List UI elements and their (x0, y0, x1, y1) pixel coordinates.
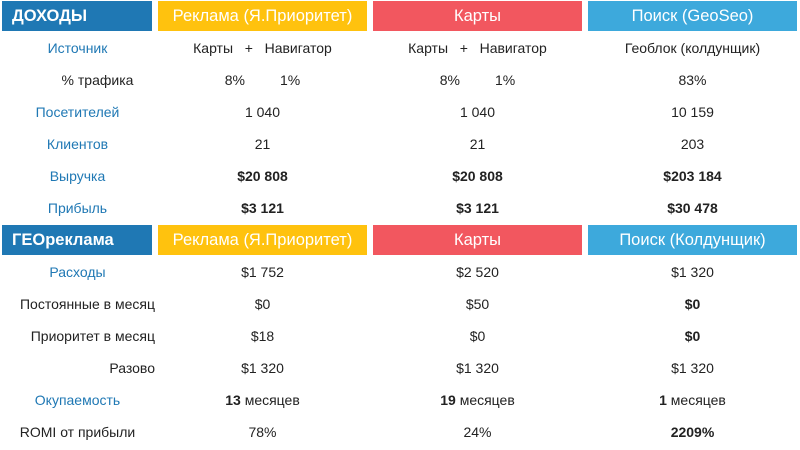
monthly-fixed-col2: $50 (465, 296, 490, 312)
income-title: ДОХОДЫ (2, 1, 152, 31)
payback-col1-unit: месяцев (244, 392, 300, 408)
source-row: Источник Карты + Навигатор Карты + Навиг… (0, 32, 800, 64)
one-time-label: Разово (109, 360, 155, 376)
traffic-col1-b: 1% (280, 72, 301, 88)
revenue-col1: $20 808 (237, 168, 288, 184)
profit-col2: $3 121 (456, 200, 499, 216)
payback-col3: 1 месяцев (585, 384, 800, 416)
revenue-row: Выручка $20 808 $20 808 $203 184 (0, 160, 800, 192)
priority-monthly-row: Приоритет в месяц $18 $0 $0 (0, 320, 800, 352)
payback-col3-unit: месяцев (670, 392, 726, 408)
traffic-col2: 8% 1% (370, 64, 585, 96)
romi-label: ROMI от прибыли (19, 424, 136, 440)
monthly-fixed-col3: $0 (684, 296, 701, 312)
traffic-col3: 83% (678, 72, 707, 88)
payback-label: Окупаемость (34, 392, 121, 408)
expenses-col2: $2 520 (456, 264, 499, 280)
payback-col1: 13 месяцев (155, 384, 370, 416)
expenses-label: Расходы (49, 264, 106, 280)
one-time-col2: $1 320 (456, 360, 499, 376)
traffic-label: % трафика (61, 72, 134, 88)
income-col-maps-header: Карты (373, 1, 582, 31)
source-label: Источник (47, 40, 108, 56)
geo-col-search-header: Поиск (Колдунщик) (588, 225, 797, 255)
traffic-row: % трафика 8% 1% 8% 1% 83% (0, 64, 800, 96)
expenses-row: Расходы $1 752 $2 520 $1 320 (0, 256, 800, 288)
payback-col1-number: 13 (225, 392, 241, 408)
payback-col2: 19 месяцев (370, 384, 585, 416)
monthly-fixed-row: Постоянные в месяц $0 $50 $0 (0, 288, 800, 320)
revenue-label: Выручка (49, 168, 106, 184)
clients-col1: 21 (254, 136, 271, 152)
geo-col-ads-header: Реклама (Я.Приоритет) (158, 225, 367, 255)
clients-label: Клиентов (46, 136, 109, 152)
clients-row: Клиентов 21 21 203 (0, 128, 800, 160)
priority-monthly-col3: $0 (684, 328, 701, 344)
one-time-col1: $1 320 (241, 360, 284, 376)
source-col2-plus: + (459, 40, 468, 56)
priority-monthly-label: Приоритет в месяц (30, 328, 155, 344)
source-col2: Карты + Навигатор (370, 32, 585, 64)
source-col1-b: Навигатор (264, 40, 332, 56)
expenses-col1: $1 752 (241, 264, 284, 280)
source-col1-a: Карты (193, 40, 234, 56)
profit-label: Прибыль (47, 200, 108, 216)
profit-col1: $3 121 (241, 200, 284, 216)
income-header-row: ДОХОДЫ Реклама (Я.Приоритет) Карты Поиск… (0, 0, 800, 32)
source-col3: Геоблок (колдунщик) (624, 40, 761, 56)
visitors-col3: 10 159 (671, 104, 714, 120)
visitors-col1: 1 040 (244, 104, 281, 120)
monthly-fixed-col1: $0 (254, 296, 271, 312)
visitors-row: Посетителей 1 040 1 040 10 159 (0, 96, 800, 128)
clients-col2: 21 (469, 136, 486, 152)
payback-row: Окупаемость 13 месяцев 19 месяцев 1 меся… (0, 384, 800, 416)
traffic-col1: 8% 1% (155, 64, 370, 96)
source-col2-a: Карты (408, 40, 449, 56)
source-col1-plus: + (244, 40, 253, 56)
romi-col3: 2209% (670, 424, 715, 440)
traffic-col2-a: 8% (439, 72, 460, 88)
profit-row: Прибыль $3 121 $3 121 $30 478 (0, 192, 800, 224)
visitors-col2: 1 040 (459, 104, 496, 120)
geo-header-row: ГЕОреклама Реклама (Я.Приоритет) Карты П… (0, 224, 800, 256)
income-col-ads-header: Реклама (Я.Приоритет) (158, 1, 367, 31)
romi-col2: 24% (463, 424, 492, 440)
geo-col-maps-header: Карты (373, 225, 582, 255)
traffic-col1-a: 8% (224, 72, 245, 88)
one-time-row: Разово $1 320 $1 320 $1 320 (0, 352, 800, 384)
priority-monthly-col1: $18 (250, 328, 275, 344)
income-col-search-header: Поиск (GeoSeo) (588, 1, 797, 31)
romi-col1: 78% (248, 424, 277, 440)
revenue-col3: $203 184 (663, 168, 722, 184)
priority-monthly-col2: $0 (469, 328, 486, 344)
traffic-col2-b: 1% (495, 72, 516, 88)
monthly-fixed-label: Постоянные в месяц (19, 296, 155, 312)
clients-col3: 203 (680, 136, 705, 152)
expenses-col3: $1 320 (671, 264, 714, 280)
source-col1: Карты + Навигатор (155, 32, 370, 64)
geo-title: ГЕОреклама (2, 225, 152, 255)
revenue-col2: $20 808 (452, 168, 503, 184)
one-time-col3: $1 320 (671, 360, 714, 376)
source-col2-b: Навигатор (479, 40, 547, 56)
profit-col3: $30 478 (667, 200, 718, 216)
visitors-label: Посетителей (35, 104, 120, 120)
payback-col3-number: 1 (659, 392, 667, 408)
romi-row: ROMI от прибыли 78% 24% 2209% (0, 416, 800, 448)
payback-col2-unit: месяцев (459, 392, 515, 408)
payback-col2-number: 19 (440, 392, 456, 408)
